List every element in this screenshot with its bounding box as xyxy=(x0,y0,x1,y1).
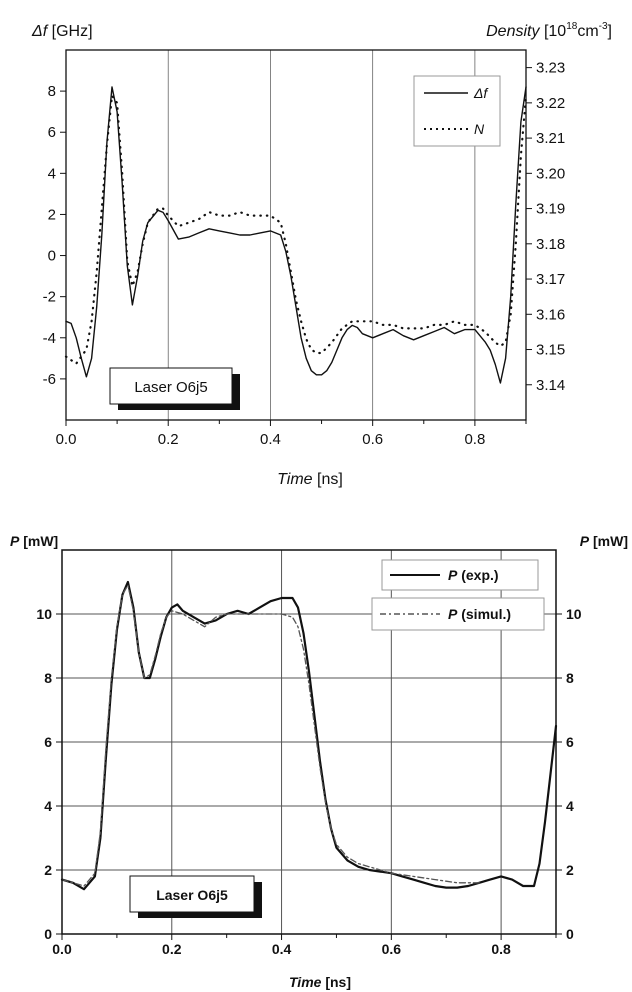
x-tick-label: 0.4 xyxy=(272,941,292,957)
chart-bottom-series xyxy=(60,580,558,891)
y-tick-label: 0 xyxy=(48,248,56,265)
y2-tick-label: 3.16 xyxy=(536,306,565,323)
y2-tick-label: 4 xyxy=(566,798,574,814)
y2-tick-label: 3.18 xyxy=(536,236,565,253)
chart-top-x-label: Time [ns] xyxy=(277,471,343,488)
chart-bottom-x-label: Time [ns] xyxy=(289,974,351,990)
y-tick-label: -4 xyxy=(43,330,56,347)
legend-label-p-exp: P (exp.) xyxy=(448,567,499,583)
y2-tick-label: 2 xyxy=(566,862,574,878)
chart-bottom-y2-label: P [mW] xyxy=(580,533,628,549)
y2-tick-label: 3.14 xyxy=(536,377,565,394)
y2-tick-label: 3.15 xyxy=(536,342,565,359)
x-tick-label: 0.0 xyxy=(52,941,72,957)
y-tick-label: 6 xyxy=(44,734,52,750)
y-tick-label: 8 xyxy=(44,670,52,686)
y-tick-label: -6 xyxy=(43,371,56,388)
x-tick-label: 0.8 xyxy=(464,431,485,448)
y-tick-label: 6 xyxy=(48,124,56,141)
y-tick-label: 2 xyxy=(44,862,52,878)
chart-bottom-annotation: Laser O6j5 xyxy=(129,875,262,918)
x-tick-label: 0.6 xyxy=(362,431,383,448)
y2-tick-label: 3.17 xyxy=(536,271,565,288)
series-line-1 xyxy=(65,86,527,384)
legend-label-p-simul: P (simul.) xyxy=(448,606,511,622)
series-line-1 xyxy=(60,580,558,891)
y2-tick-label: 3.23 xyxy=(536,60,565,77)
chart-top-ticks: 0.0 0.2 0.4 0.6 0.8 -6 -4 -2 0 2 4 6 8 3.14 3.15 3.16 3.… xyxy=(43,60,566,448)
chart-top-legend: Δf N xyxy=(413,75,501,147)
chart-top: 0.0 0.2 0.4 0.6 0.8 -6 -4 -2 0 2 4 6 8 3.14 3.15 3.16 3.… xyxy=(31,21,612,488)
x-tick-label: 0.8 xyxy=(491,941,511,957)
x-tick-label: 0.2 xyxy=(158,431,179,448)
y-tick-label: 4 xyxy=(48,165,56,182)
chart-bottom-y-label: P [mW] xyxy=(10,533,58,549)
x-tick-label: 0.6 xyxy=(382,941,402,957)
x-tick-label: 0.2 xyxy=(162,941,182,957)
chart-top-annotation: Laser O6j5 xyxy=(109,367,240,410)
y2-tick-label: 3.19 xyxy=(536,201,565,218)
y2-tick-label: 3.22 xyxy=(536,95,565,112)
y-tick-label: 4 xyxy=(44,798,52,814)
chart-top-y-label: Δf [GHz] xyxy=(31,23,93,40)
chart-bottom-annotation-text: Laser O6j5 xyxy=(156,887,228,903)
y-tick-label: 2 xyxy=(48,206,56,223)
legend-label-delta-f: Δf xyxy=(473,85,489,101)
y2-tick-label: 8 xyxy=(566,670,574,686)
chart-bottom-legend: P (exp.) P (simul.) xyxy=(371,559,545,631)
y2-tick-label: 0 xyxy=(566,926,574,942)
chart-top-annotation-text: Laser O6j5 xyxy=(134,379,207,396)
legend-label-n: N xyxy=(474,121,485,137)
y-tick-label: -2 xyxy=(43,289,56,306)
chart-bottom: 0.0 0.2 0.4 0.6 0.8 0 0 2 2 4 4 6 6 8 8 10 10 P [mW] P [… xyxy=(10,533,628,990)
y-tick-label: 10 xyxy=(36,606,52,622)
series-line-2 xyxy=(61,584,480,887)
y-tick-label: 0 xyxy=(44,926,52,942)
chart-bottom-ticks: 0.0 0.2 0.4 0.6 0.8 0 0 2 2 4 4 6 6 8 8 10 10 xyxy=(36,606,581,957)
chart-top-y2-label: Density [1018cm-3] xyxy=(486,21,612,40)
x-tick-label: 0.0 xyxy=(56,431,77,448)
x-tick-label: 0.4 xyxy=(260,431,281,448)
chart-top-series xyxy=(64,86,528,384)
chart-bottom-plot-frame xyxy=(61,549,557,935)
y2-tick-label: 3.21 xyxy=(536,130,565,147)
y-tick-label: 8 xyxy=(48,83,56,100)
y2-tick-label: 3.20 xyxy=(536,165,565,182)
chart-top-plot-frame xyxy=(65,49,527,421)
y2-tick-label: 6 xyxy=(566,734,574,750)
y2-tick-label: 10 xyxy=(566,606,582,622)
